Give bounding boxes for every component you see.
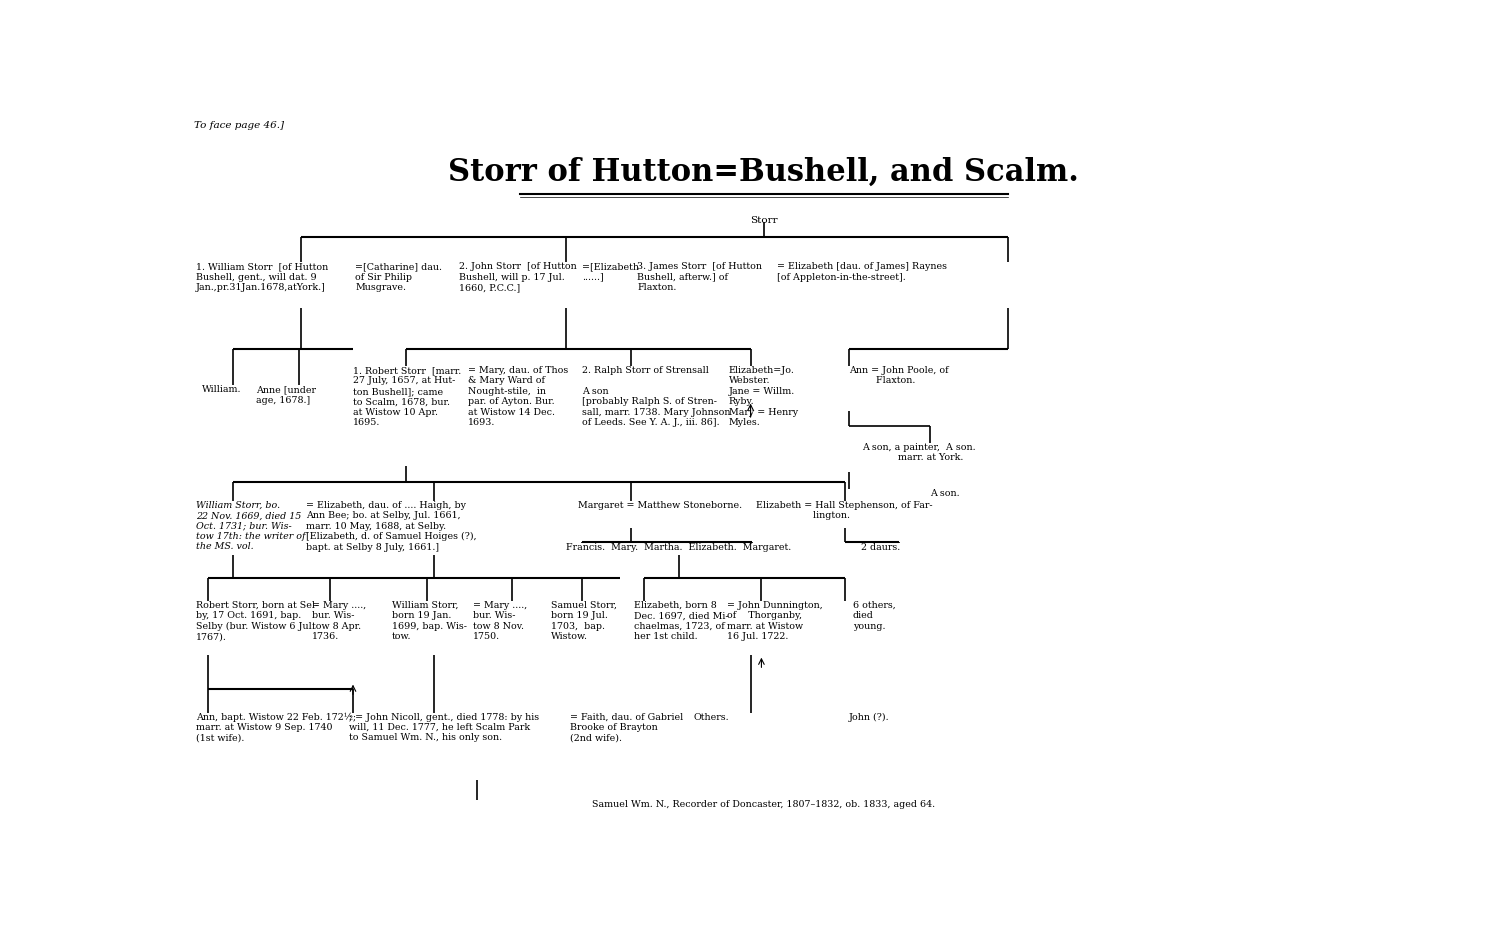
Text: 6 others,
died
young.: 6 others, died young. — [853, 601, 896, 631]
Text: Anne [under
age, 1678.]: Anne [under age, 1678.] — [256, 385, 316, 405]
Text: William.: William. — [201, 385, 242, 395]
Text: A son.: A son. — [930, 489, 960, 498]
Text: =[Elizabeth
......]: =[Elizabeth ......] — [581, 262, 638, 282]
Text: Storr: Storr — [750, 216, 778, 225]
Text: A son, a painter,  A son.
            marr. at York.: A son, a painter, A son. marr. at York. — [862, 443, 975, 463]
Text: Margaret = Matthew Stoneborne.: Margaret = Matthew Stoneborne. — [577, 501, 743, 509]
Text: 3. James Storr  [of Hutton
Bushell, afterw.] of
Flaxton.: 3. James Storr [of Hutton Bushell, after… — [638, 262, 762, 292]
Text: = John Dunnington,
of    Thorganby,
marr. at Wistow
16 Jul. 1722.: = John Dunnington, of Thorganby, marr. a… — [728, 601, 823, 641]
Text: = Mary ....,
bur. Wis-
tow 8 Apr.
1736.: = Mary ...., bur. Wis- tow 8 Apr. 1736. — [312, 601, 367, 641]
Text: Storr of Hutton=Bushell, and Scalm.: Storr of Hutton=Bushell, and Scalm. — [449, 157, 1079, 188]
Text: = Mary ....,
bur. Wis-
tow 8 Nov.
1750.: = Mary ...., bur. Wis- tow 8 Nov. 1750. — [473, 601, 528, 641]
Text: = Faith, dau. of Gabriel
Brooke of Brayton
(2nd wife).: = Faith, dau. of Gabriel Brooke of Brayt… — [570, 713, 683, 743]
Text: = Elizabeth [dau. of James] Raynes
[of Appleton-in-the-street].: = Elizabeth [dau. of James] Raynes [of A… — [777, 262, 947, 282]
Text: Ann = John Poole, of
         Flaxton.: Ann = John Poole, of Flaxton. — [848, 366, 948, 385]
Text: = Elizabeth, dau. of .... Haigh, by
Ann Bee; bo. at Selby, Jul. 1661,
marr. 10 M: = Elizabeth, dau. of .... Haigh, by Ann … — [307, 501, 477, 551]
Text: =[Catharine] dau.
of Sir Philip
Musgrave.: =[Catharine] dau. of Sir Philip Musgrave… — [355, 262, 443, 292]
Text: 2. John Storr  [of Hutton
Bushell, will p. 17 Jul.
1660, P.C.C.]: 2. John Storr [of Hutton Bushell, will p… — [459, 262, 577, 292]
Text: William Storr,
born 19 Jan.
1699, bap. Wis-
tow.: William Storr, born 19 Jan. 1699, bap. W… — [392, 601, 467, 641]
Text: = Mary, dau. of Thos
& Mary Ward of
Nought-stile,  in
par. of Ayton. Bur.
at Wis: = Mary, dau. of Thos & Mary Ward of Noug… — [468, 366, 568, 427]
Text: Samuel Storr,
born 19 Jul.
1703,  bap.
Wistow.: Samuel Storr, born 19 Jul. 1703, bap. Wi… — [550, 601, 617, 641]
Text: Robert Storr, born at Sel-
by, 17 Oct. 1691, bap.
Selby (bur. Wistow 6 Jul.
1767: Robert Storr, born at Sel- by, 17 Oct. 1… — [195, 601, 318, 641]
Text: Others.: Others. — [693, 713, 729, 721]
Text: William Storr, bo.
22 Nov. 1669, died 15
Oct. 1731; bur. Wis-
tow 17th: the writ: William Storr, bo. 22 Nov. 1669, died 15… — [195, 501, 306, 551]
Text: Elizabeth = Hall Stephenson, of Far-
                   lington.: Elizabeth = Hall Stephenson, of Far- lin… — [756, 501, 933, 521]
Text: ; = John Nicoll, gent., died 1778: by his
will, 11 Dec. 1777, he left Scalm Park: ; = John Nicoll, gent., died 1778: by hi… — [349, 713, 540, 743]
Text: 1. Robert Storr  [marr.
27 July, 1657, at Hut-
ton Bushell]; came
to Scalm, 1678: 1. Robert Storr [marr. 27 July, 1657, at… — [353, 366, 461, 427]
Text: 2 daurs.: 2 daurs. — [860, 543, 901, 552]
Text: Samuel Wm. N., Recorder of Doncaster, 1807–1832, ob. 1833, aged 64.: Samuel Wm. N., Recorder of Doncaster, 18… — [592, 800, 935, 809]
Text: John (?).: John (?). — [848, 713, 890, 722]
Text: Francis.  Mary.  Martha.  Elizabeth.  Margaret.: Francis. Mary. Martha. Elizabeth. Margar… — [567, 543, 792, 552]
Text: 2. Ralph Storr of Strensall

A son
[probably Ralph S. of Stren-
sall, marr. 1738: 2. Ralph Storr of Strensall A son [proba… — [581, 366, 731, 427]
Text: Elizabeth, born 8
Dec. 1697, died Mi-
chaelmas, 1723, of
her 1st child.: Elizabeth, born 8 Dec. 1697, died Mi- ch… — [634, 601, 729, 641]
Text: Elizabeth=Jo.
Webster.
Jane = Willm.
Ryby.
Mary = Henry
Myles.: Elizabeth=Jo. Webster. Jane = Willm. Ryb… — [729, 366, 798, 427]
Text: Ann, bapt. Wistow 22 Feb. 172½;
marr. at Wistow 9 Sep. 1740
(1st wife).: Ann, bapt. Wistow 22 Feb. 172½; marr. at… — [195, 713, 356, 743]
Text: To face page 46.]: To face page 46.] — [194, 121, 285, 131]
Text: 1. William Storr  [of Hutton
Bushell, gent., will dat. 9
Jan.,pr.31Jan.1678,atYo: 1. William Storr [of Hutton Bushell, gen… — [195, 262, 328, 292]
